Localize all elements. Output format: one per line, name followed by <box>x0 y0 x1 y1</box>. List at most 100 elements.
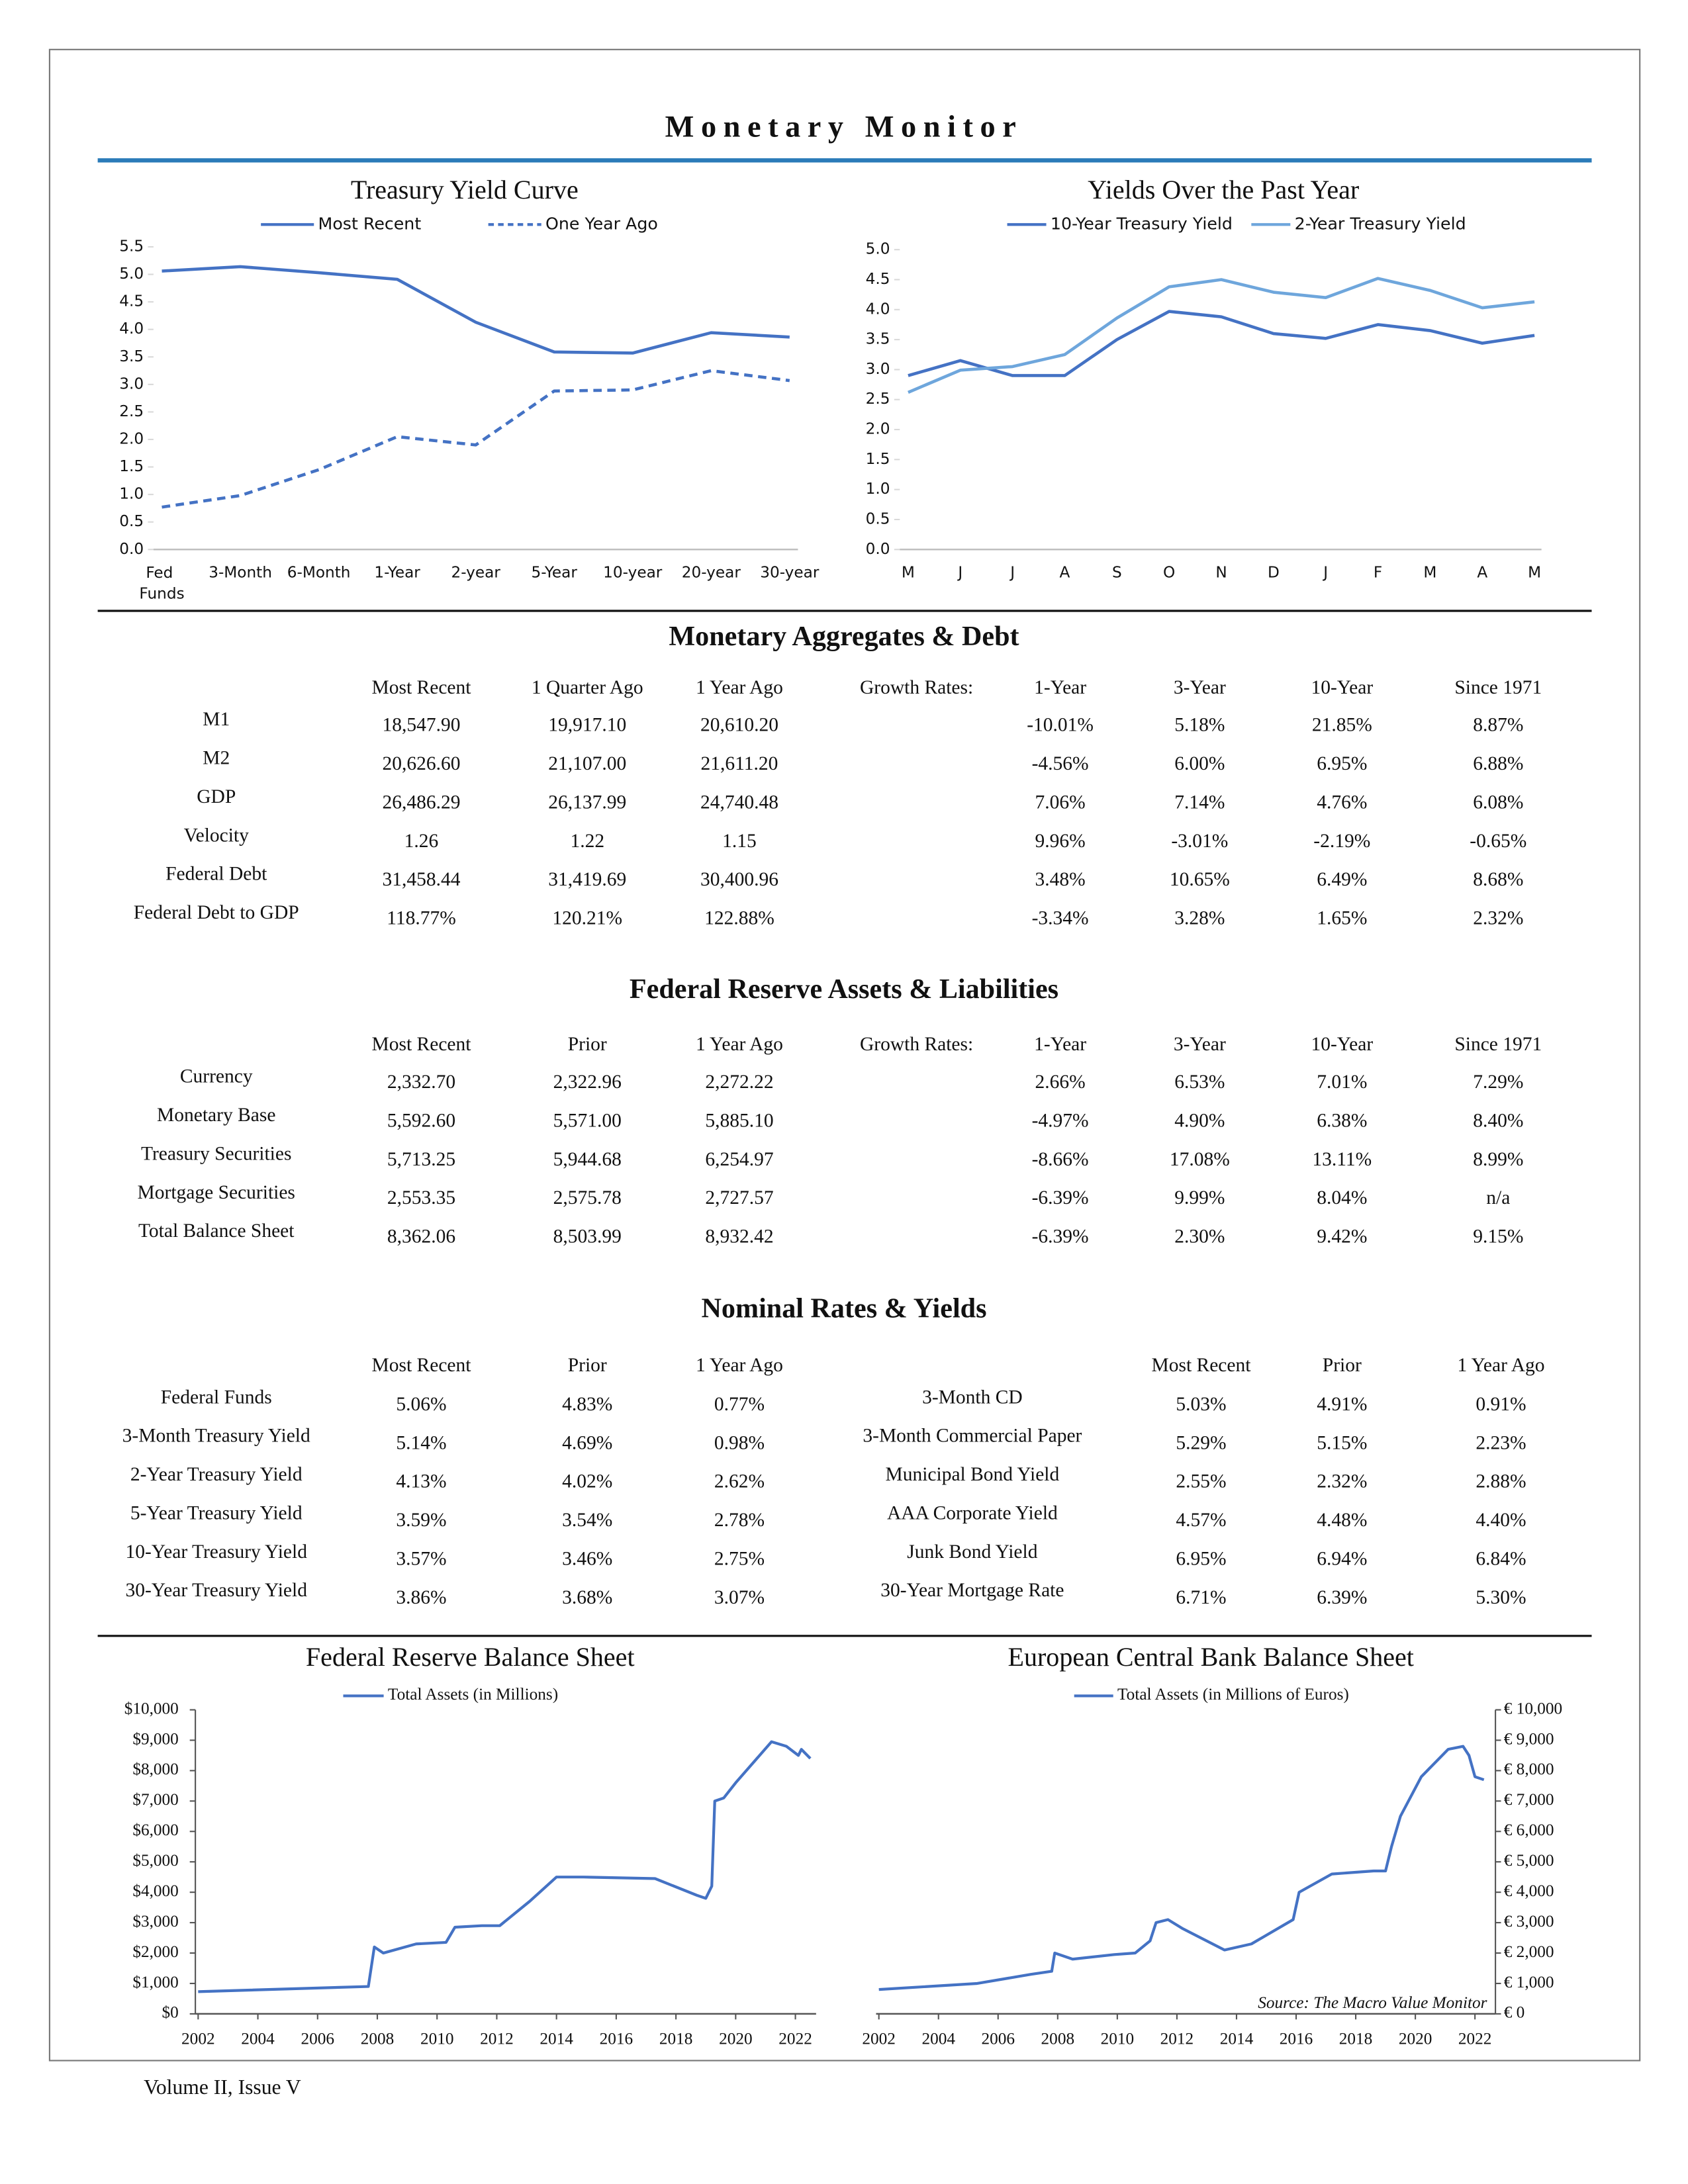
y-tick-label: 3.0 <box>866 360 890 378</box>
x-tick-label: 2010 <box>420 2030 454 2048</box>
table-cell: 2.32% <box>1317 1471 1367 1492</box>
y-tick-label: € 7,000 <box>1504 1790 1554 1809</box>
table-cell: 4.91% <box>1317 1394 1367 1415</box>
y-tick-label: 2.0 <box>866 420 890 438</box>
legend-label: One Year Ago <box>545 214 658 233</box>
table-cell: 2.23% <box>1476 1432 1526 1453</box>
table-cell: 8,932.42 <box>705 1226 773 1248</box>
x-tick-label: 2016 <box>1280 2030 1313 2048</box>
row-label: Treasury Securities <box>141 1143 292 1164</box>
table-cell: -3.34% <box>1032 908 1089 929</box>
x-tick-label: 2014 <box>539 2030 573 2048</box>
column-header: 3-Year <box>1174 677 1226 698</box>
table-cell: 3.57% <box>396 1548 446 1569</box>
y-tick-label: 0.0 <box>866 540 890 558</box>
x-tick-label: 2020 <box>1399 2030 1432 2048</box>
series-line <box>198 1740 812 1993</box>
y-tick-label: $0 <box>162 2003 179 2022</box>
y-tick-label: € 6,000 <box>1504 1821 1554 1839</box>
table-cell: 5.18% <box>1174 715 1225 736</box>
row-label: 3-Month Commercial Paper <box>863 1426 1082 1447</box>
y-tick-label: € 5,000 <box>1504 1851 1554 1870</box>
x-tick-label: M <box>1528 564 1541 582</box>
table-cell: 7.29% <box>1473 1071 1523 1093</box>
footer-text: Volume II, Issue V <box>144 2075 301 2099</box>
column-header: 1 Year Ago <box>696 1034 783 1055</box>
x-tick-label: N <box>1215 564 1227 582</box>
chart-title: European Central Bank Balance Sheet <box>1008 1642 1414 1672</box>
table-cell: -6.39% <box>1032 1187 1089 1208</box>
y-tick-label: 3.0 <box>119 375 144 392</box>
row-label: Total Balance Sheet <box>138 1220 295 1242</box>
table-cell: 2,553.35 <box>387 1187 455 1208</box>
x-tick-label: J <box>1322 564 1328 582</box>
row-label: Monetary Base <box>157 1105 275 1126</box>
series-line <box>162 265 790 355</box>
column-header: 3-Year <box>1174 1034 1226 1055</box>
y-tick-label: $7,000 <box>132 1790 178 1809</box>
y-tick-label: 2.5 <box>119 402 144 420</box>
column-header: 1 Year Ago <box>1458 1355 1545 1376</box>
table-cell: 4.90% <box>1174 1110 1225 1131</box>
row-label: Federal Debt to GDP <box>134 902 299 923</box>
table-cell: 26,137.99 <box>548 792 626 813</box>
y-tick-label: 0.5 <box>119 512 144 530</box>
y-tick-label: $8,000 <box>132 1760 178 1778</box>
column-header: Most Recent <box>372 1355 472 1376</box>
table-cell: 3.59% <box>396 1510 446 1531</box>
chart-title: Federal Reserve Balance Sheet <box>306 1642 635 1672</box>
table-cell: 6.38% <box>1317 1110 1367 1131</box>
y-tick-label: 5.0 <box>866 240 890 258</box>
table-cell: 4.02% <box>562 1471 612 1492</box>
y-tick-label: $10,000 <box>124 1699 179 1717</box>
table-cell: 2.88% <box>1476 1471 1526 1492</box>
table-cell: 4.13% <box>396 1471 446 1492</box>
x-tick-label: M <box>1423 564 1436 582</box>
x-tick-label: 2002 <box>862 2030 896 2048</box>
table-cell: 3.68% <box>562 1587 612 1608</box>
row-label: AAA Corporate Yield <box>887 1502 1058 1524</box>
table-cell: -6.39% <box>1032 1226 1089 1248</box>
y-tick-label: € 9,000 <box>1504 1729 1554 1748</box>
x-tick-label: 6-Month <box>287 564 351 582</box>
table-cell: 6.84% <box>1476 1548 1526 1569</box>
table-cell: n/a <box>1486 1187 1510 1208</box>
legend-label: Most Recent <box>318 214 422 233</box>
table-cell: -4.56% <box>1032 753 1089 774</box>
series-line <box>878 1745 1485 1991</box>
x-tick-label: A <box>1477 564 1487 582</box>
x-tick-label: D <box>1268 564 1280 582</box>
x-tick-label: 2004 <box>241 2030 275 2048</box>
row-label: Federal Debt <box>165 864 267 885</box>
table-cell: 4.48% <box>1317 1510 1367 1531</box>
x-tick-label: 2012 <box>480 2030 514 2048</box>
table-cell: 8.87% <box>1473 715 1523 736</box>
table-cell: 6.39% <box>1317 1587 1367 1608</box>
table-cell: 8.99% <box>1473 1149 1523 1170</box>
x-tick-label: 2008 <box>361 2030 395 2048</box>
x-tick-label: 2022 <box>1458 2030 1492 2048</box>
y-tick-label: $6,000 <box>132 1821 178 1839</box>
column-header: Prior <box>1323 1355 1362 1376</box>
row-label: Currency <box>180 1066 253 1087</box>
y-tick-label: 4.0 <box>119 320 144 338</box>
table-cell: 0.91% <box>1476 1394 1526 1415</box>
x-tick-label: 2014 <box>1220 2030 1254 2048</box>
column-header: Prior <box>568 1034 607 1055</box>
table-cell: 3.54% <box>562 1510 612 1531</box>
table-cell: 8.04% <box>1317 1187 1367 1208</box>
x-tick-label: 2018 <box>659 2030 693 2048</box>
y-tick-label: 1.5 <box>119 457 144 475</box>
table-cell: 18,547.90 <box>382 715 460 736</box>
table-cell: 6.08% <box>1473 792 1523 813</box>
x-tick-label: 2008 <box>1041 2030 1075 2048</box>
y-tick-label: $3,000 <box>132 1912 178 1931</box>
x-tick-label: Fed Funds <box>139 564 184 603</box>
table-cell: 3.48% <box>1035 869 1086 890</box>
growth-label: Growth Rates: <box>860 1034 973 1055</box>
legend-label: 2-Year Treasury Yield <box>1295 214 1466 233</box>
x-tick-label: M <box>902 564 915 582</box>
column-header: Since 1971 <box>1454 1034 1542 1055</box>
y-tick-label: 4.5 <box>866 270 890 288</box>
